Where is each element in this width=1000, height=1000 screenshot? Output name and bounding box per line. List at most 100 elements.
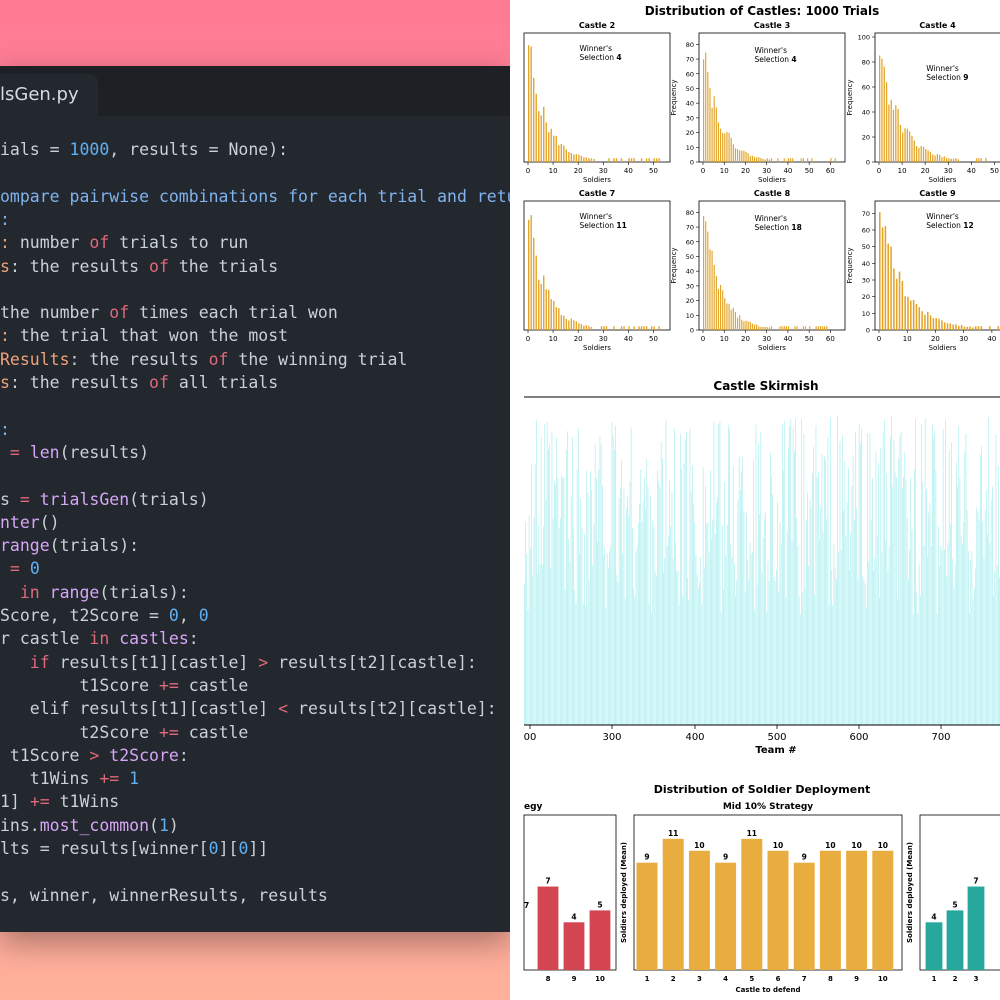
winner-value: 4	[791, 55, 796, 64]
skirmish-bar	[930, 546, 932, 725]
skirmish-bar	[544, 424, 546, 725]
y-tick-label: 10	[686, 312, 694, 320]
skirmish-bar	[558, 528, 560, 725]
code-token: +=	[29, 792, 50, 812]
skirmish-bar	[656, 575, 657, 725]
skirmish-bar	[670, 526, 672, 725]
skirmish-bar	[622, 552, 624, 725]
code-token: t2Score	[0, 722, 159, 742]
code-token: )	[168, 815, 179, 835]
skirmish-bar	[653, 527, 655, 725]
x-tick-label: 50	[649, 335, 658, 343]
selection-word: Selection	[754, 223, 791, 232]
histogram-bar	[703, 216, 705, 330]
skirmish-bar	[800, 614, 801, 725]
x-tick-label: 7	[802, 975, 807, 983]
skirmish-bar	[695, 554, 697, 725]
histogram-bar	[893, 268, 895, 330]
code-token: r castle	[0, 629, 90, 649]
histogram-bar	[658, 326, 660, 330]
skirmish-bar	[608, 567, 609, 725]
bar-value-label: 9	[644, 853, 649, 862]
skirmish-bar	[730, 543, 732, 725]
skirmish-bar	[688, 599, 690, 725]
skirmish-bar	[746, 513, 747, 725]
histogram-bar	[977, 326, 980, 330]
histogram-bar	[760, 158, 762, 162]
histogram-bar	[879, 212, 881, 330]
code-token: +=	[99, 769, 120, 789]
skirmish-bar	[797, 546, 799, 725]
code-token: in	[89, 629, 110, 649]
bar-value-label: 10	[694, 841, 704, 850]
skirmish-bar	[867, 433, 868, 725]
file-tab[interactable]: lsGen.py	[0, 74, 98, 116]
code-token: of	[149, 373, 169, 392]
code-line: if results[t1][castle] > results[t2][cas…	[0, 651, 477, 674]
histogram-ylabel: Frequency	[670, 247, 678, 283]
code-line: s: the results of the trials	[0, 255, 278, 278]
x-tick-label: 1	[645, 975, 650, 983]
skirmish-bar	[676, 571, 678, 725]
histogram-bar	[952, 324, 954, 330]
skirmish-bar	[908, 579, 909, 725]
skirmish-bar	[780, 544, 782, 725]
skirmish-bar	[857, 579, 859, 725]
code-line: s = trialsGen(trials)	[0, 488, 209, 511]
skirmish-bar	[663, 572, 664, 725]
skirmish-bar	[904, 452, 906, 725]
histogram-bar	[989, 326, 991, 330]
skirmish-bar	[956, 462, 957, 725]
code-token: trials to run	[109, 233, 249, 253]
histogram-bar	[620, 158, 623, 162]
code-token: ials =	[0, 140, 70, 159]
histogram-bar	[540, 283, 542, 330]
x-tick-label: 700	[931, 732, 950, 743]
winner-value: 12	[963, 221, 973, 230]
histogram-bar	[966, 326, 969, 330]
skirmish-bar	[674, 428, 675, 725]
skirmish-bar	[818, 471, 819, 725]
bar-value-label: 4	[571, 912, 576, 921]
histogram-bar	[938, 318, 940, 330]
skirmish-bar	[953, 588, 955, 725]
skirmish-bar	[824, 455, 825, 725]
skirmish-bar	[683, 463, 685, 725]
skirmish-bar	[992, 486, 993, 725]
skirmish-bar	[737, 500, 739, 725]
skirmish-bar	[680, 434, 681, 725]
skirmish-bar	[724, 481, 726, 725]
code-token: 0	[168, 606, 179, 625]
code-token: =	[0, 442, 30, 462]
mid-panel-title: Mid 10% Strategy	[723, 802, 813, 812]
skirmish-bar	[677, 571, 679, 725]
code-area[interactable]: ials = 1000, results = None): ompare pair…	[0, 138, 510, 932]
skirmish-bar	[627, 496, 628, 725]
histogram-bar	[739, 315, 741, 330]
skirmish-bar	[706, 523, 708, 725]
skirmish-bar	[915, 418, 916, 725]
histogram-bar	[963, 326, 966, 330]
skirmish-bar	[873, 570, 874, 725]
skirmish-bar	[666, 546, 668, 725]
x-tick-label: 30	[762, 335, 771, 343]
skirmish-bar	[957, 486, 958, 725]
code-token: (trials)	[129, 489, 209, 509]
skirmish-bar	[561, 475, 562, 725]
skirmish-bar	[576, 469, 578, 725]
x-tick-label: 5	[749, 975, 754, 983]
histogram-bar	[980, 326, 983, 330]
skirmish-bar	[995, 434, 997, 725]
x-tick-label: 500	[767, 732, 786, 743]
code-editor-window[interactable]: lsGen.py ials = 1000, results = None): om…	[0, 66, 510, 932]
left-panel-title: egy	[524, 802, 543, 812]
skirmish-bar	[555, 484, 556, 725]
code-line: ins.most_common(1)	[0, 814, 179, 837]
x-tick-label: 0	[877, 167, 881, 175]
histogram-bar	[568, 152, 570, 162]
deployment-ylabel: Soldiers deployed (Mean)	[906, 842, 914, 943]
skirmish-bar	[950, 523, 951, 725]
histogram-xlabel: Soldiers	[929, 176, 957, 184]
skirmish-bar	[634, 597, 636, 725]
skirmish-bar	[866, 607, 867, 725]
